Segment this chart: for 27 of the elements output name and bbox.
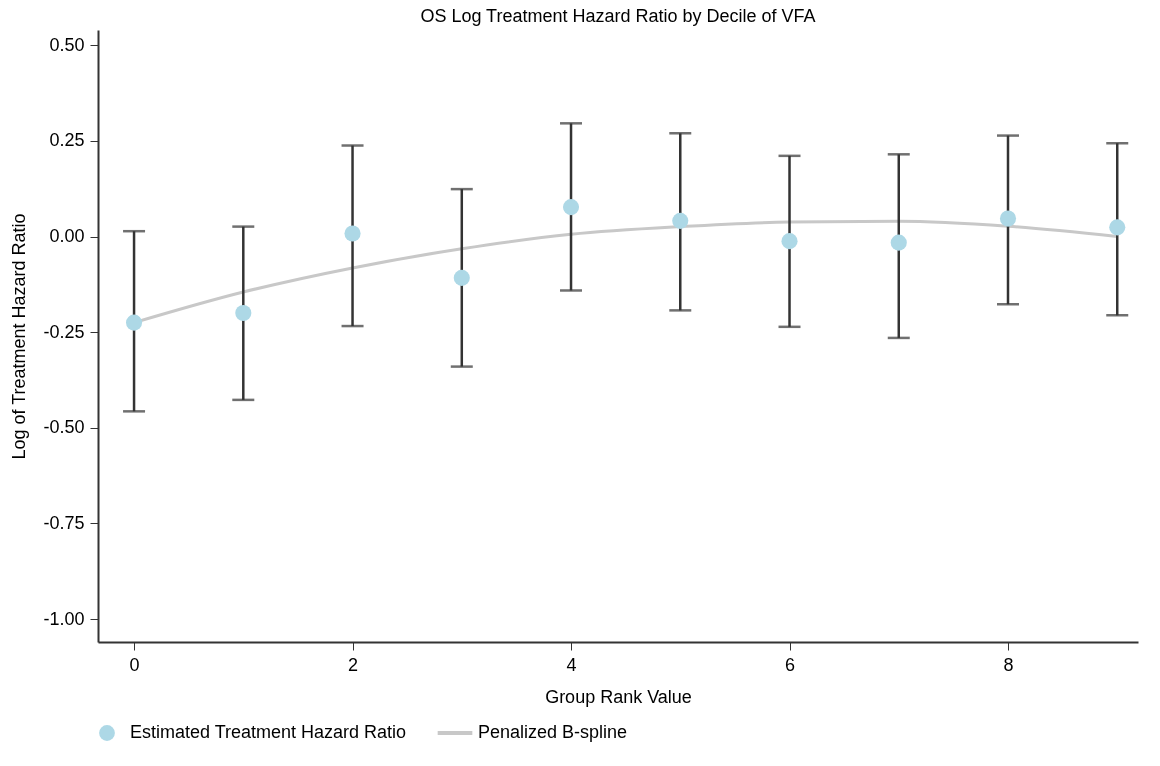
x-tick-label: 4: [566, 654, 577, 675]
point: [1109, 219, 1126, 236]
point: [125, 314, 143, 331]
x-tick-label: 8: [1003, 654, 1014, 675]
point: [781, 233, 798, 250]
chart-title: OS Log Treatment Hazard Ratio by Decile of VFA: [420, 6, 816, 26]
point: [453, 269, 470, 286]
legend-label: Estimated Treatment Hazard Ratio: [130, 722, 407, 742]
point: [672, 212, 689, 229]
y-tick-label: 0.50: [49, 34, 85, 55]
x-tick-label: 6: [785, 654, 796, 675]
y-tick-label: -0.50: [43, 417, 85, 438]
x-tick-label: 2: [348, 654, 359, 675]
point: [999, 210, 1017, 227]
legend-label: Penalized B-spline: [478, 722, 628, 742]
point: [890, 234, 907, 251]
y-tick-label: 0.00: [49, 226, 85, 247]
x-axis-title: Group Rank Value: [545, 686, 692, 707]
point: [562, 199, 580, 216]
y-axis-title: Log of Treatment Hazard Ratio: [9, 213, 30, 460]
y-tick-label: -0.25: [43, 321, 85, 342]
y-tick-label: -0.75: [43, 512, 85, 533]
point: [235, 305, 252, 322]
point: [344, 225, 361, 242]
y-tick-label: 0.25: [49, 130, 85, 151]
x-tick-label: 0: [129, 654, 140, 675]
y-tick-label: -1.00: [43, 608, 85, 629]
